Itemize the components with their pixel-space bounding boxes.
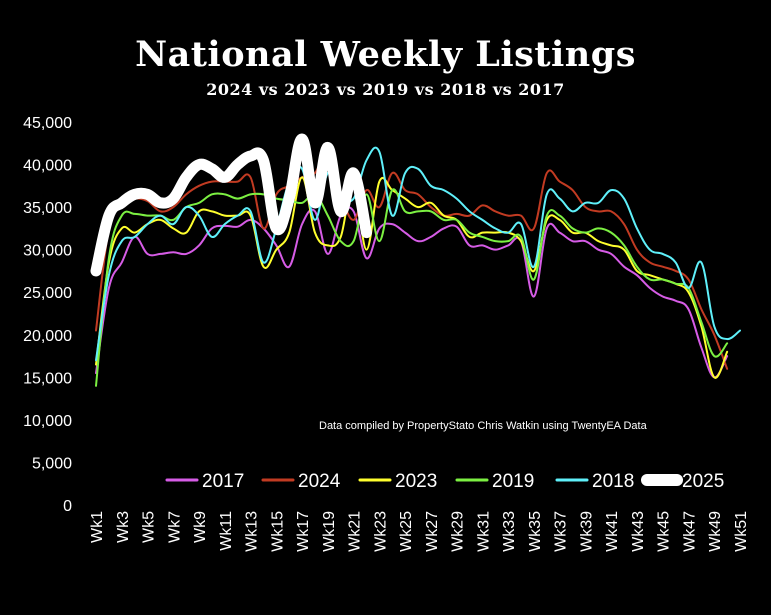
y-tick-label: 45,000 bbox=[23, 115, 72, 132]
x-tick-label: Wk31 bbox=[475, 511, 492, 552]
x-tick-label: Wk23 bbox=[372, 511, 389, 552]
x-tick-label: Wk15 bbox=[269, 511, 286, 552]
y-axis: 0 5,000 10,000 15,000 20,000 25,000 30,000 35,0… bbox=[23, 115, 72, 515]
x-tick-label: Wk9 bbox=[192, 511, 209, 543]
legend-item-2017: 2017 bbox=[165, 471, 244, 492]
series-line-2024 bbox=[95, 150, 729, 370]
x-tick-label: Wk45 bbox=[656, 511, 673, 552]
x-tick-label: Wk33 bbox=[501, 511, 518, 552]
y-tick-label: 15,000 bbox=[23, 370, 72, 387]
y-tick-label: 35,000 bbox=[23, 200, 72, 217]
x-tick-label: Wk43 bbox=[630, 511, 647, 552]
x-tick-label: Wk17 bbox=[295, 511, 312, 552]
series-line-2017 bbox=[95, 206, 729, 379]
x-tick-label: Wk47 bbox=[681, 511, 698, 552]
x-tick-label: Wk51 bbox=[733, 511, 750, 552]
x-tick-label: Wk19 bbox=[321, 511, 338, 552]
series-line-2018 bbox=[95, 146, 741, 362]
series-lines bbox=[90, 133, 741, 387]
legend-label: 2019 bbox=[492, 471, 534, 492]
x-tick-label: Wk5 bbox=[141, 511, 158, 543]
legend-label: 2024 bbox=[298, 471, 341, 492]
x-tick-label: Wk3 bbox=[115, 511, 132, 543]
x-tick-label: Wk25 bbox=[398, 511, 415, 552]
x-tick-label: Wk39 bbox=[578, 511, 595, 552]
x-tick-label: Wk49 bbox=[707, 511, 724, 552]
legend-label: 2017 bbox=[202, 471, 244, 492]
legend-label: 2025 bbox=[682, 471, 724, 492]
legend-label: 2023 bbox=[395, 471, 437, 492]
x-tick-label: Wk29 bbox=[450, 511, 467, 552]
chart-title: National Weekly Listings bbox=[135, 34, 636, 75]
legend: 2017 2024 2023 2019 2018 2025 bbox=[165, 471, 724, 492]
x-tick-label: Wk37 bbox=[553, 511, 570, 552]
x-tick-label: Wk7 bbox=[166, 511, 183, 543]
y-tick-label: 10,000 bbox=[23, 413, 72, 430]
x-tick-label: Wk41 bbox=[604, 511, 621, 552]
x-tick-label: Wk27 bbox=[424, 511, 441, 552]
legend-label: 2018 bbox=[592, 471, 634, 492]
legend-item-2025: 2025 bbox=[641, 471, 724, 492]
y-tick-label: 20,000 bbox=[23, 328, 72, 345]
y-tick-label: 5,000 bbox=[32, 455, 72, 472]
y-tick-label: 30,000 bbox=[23, 243, 72, 260]
x-axis: Wk1 Wk3 Wk5 Wk7 Wk9 Wk11 Wk13 Wk15 Wk17 Wk19 Wk21 W… bbox=[89, 511, 750, 552]
x-tick-label: Wk11 bbox=[218, 511, 235, 551]
legend-item-2018: 2018 bbox=[555, 471, 634, 492]
y-tick-label: 0 bbox=[63, 498, 72, 515]
legend-item-2024: 2024 bbox=[261, 471, 341, 492]
y-tick-label: 25,000 bbox=[23, 285, 72, 302]
x-tick-label: Wk35 bbox=[527, 511, 544, 552]
series-line-2023 bbox=[95, 176, 729, 379]
legend-item-2023: 2023 bbox=[358, 471, 437, 492]
chart-subtitle: 2024 vs 2023 vs 2019 vs 2018 vs 2017 bbox=[206, 80, 565, 99]
source-annotation: Data compiled by PropertyStato Chris Wat… bbox=[319, 420, 648, 432]
series-line-2019 bbox=[95, 188, 729, 387]
y-tick-label: 40,000 bbox=[23, 158, 72, 175]
x-tick-label: Wk21 bbox=[347, 511, 364, 552]
legend-item-2019: 2019 bbox=[455, 471, 534, 492]
x-tick-label: Wk13 bbox=[244, 511, 261, 552]
x-tick-label: Wk1 bbox=[89, 511, 106, 543]
series-line-2025 bbox=[90, 133, 372, 277]
